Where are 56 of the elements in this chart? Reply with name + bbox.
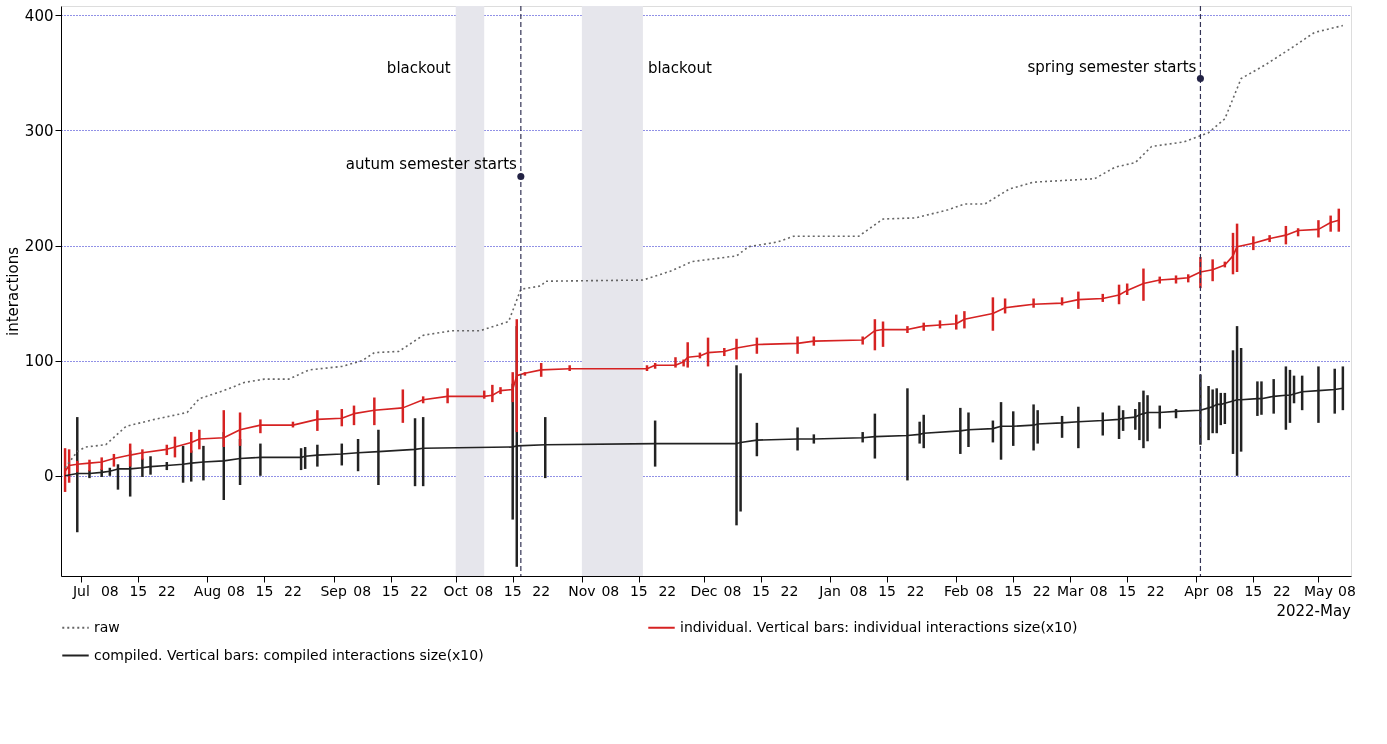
x-tick-label: 22 bbox=[532, 583, 551, 599]
x-tick-label: 15 bbox=[255, 583, 274, 599]
x-tick-label: 08 bbox=[475, 583, 494, 599]
band-label: blackout bbox=[647, 59, 712, 77]
x-tick-label: 08 bbox=[1338, 583, 1356, 599]
x-tick-label: 08 bbox=[100, 583, 119, 599]
x-tick-label: Apr bbox=[1184, 583, 1209, 599]
legend-label: raw bbox=[94, 618, 120, 635]
annotation: autum semester starts bbox=[345, 155, 518, 174]
x-tick-label: 15 bbox=[878, 583, 896, 599]
x-tick-label: 08 bbox=[353, 583, 372, 599]
legend-label: compiled. Vertical bars: compiled interactions size(x10) bbox=[94, 646, 484, 663]
x-tick-label: 22 bbox=[780, 583, 799, 599]
x-tick-label: 22 bbox=[1032, 583, 1051, 599]
x-tick-label: 08 bbox=[975, 583, 994, 599]
band-label: blackout bbox=[386, 59, 451, 77]
x-tick-label: Oct bbox=[443, 583, 469, 599]
x-tick-label: 08 bbox=[849, 583, 868, 599]
x-tick-label: 08 bbox=[601, 583, 620, 599]
x-tick-label: 22 bbox=[658, 583, 677, 599]
x-tick-label: 08 bbox=[723, 583, 742, 599]
x-tick-label: 22 bbox=[1272, 583, 1291, 599]
y-tick-label: 0 bbox=[43, 467, 54, 486]
x-tick-label: 15 bbox=[629, 583, 648, 599]
y-tick-label: 400 bbox=[24, 6, 54, 25]
x-tick-label: 08 bbox=[1089, 583, 1108, 599]
x-tick-label: 15 bbox=[1244, 583, 1263, 599]
y-tick-label: 300 bbox=[24, 121, 54, 140]
x-tick-label: 08 bbox=[227, 583, 245, 599]
y-axis-title: interactions bbox=[3, 246, 22, 336]
x-tick-label: 22 bbox=[906, 583, 925, 599]
x-tick-label: Aug bbox=[193, 583, 222, 599]
x-tick-label: 15 bbox=[503, 583, 522, 599]
x-tick-label: 22 bbox=[410, 583, 429, 599]
x-tick-label: Sep bbox=[320, 583, 347, 599]
annotation: spring semester starts bbox=[1027, 57, 1197, 76]
y-tick-label: 100 bbox=[24, 352, 54, 371]
x-tick-label: 15 bbox=[1004, 583, 1023, 599]
x-tick-label: 22 bbox=[157, 583, 176, 599]
x-tick-label: Feb bbox=[943, 583, 969, 599]
x-tick-label: 08 bbox=[1215, 583, 1234, 599]
x-tick-label: Jul bbox=[71, 583, 90, 599]
x-tick-label: Nov bbox=[568, 583, 596, 599]
y-tick-label: 200 bbox=[24, 237, 54, 256]
x-tick-label: 22 bbox=[284, 583, 302, 599]
x-tick-label: 22 bbox=[1146, 583, 1165, 599]
x-tick-label: 15 bbox=[129, 583, 148, 599]
x-tick-label: Mar bbox=[1057, 583, 1084, 599]
text: 2022-May bbox=[1276, 602, 1352, 620]
legend-label: individual. Vertical bars: individual interactions size(x10) bbox=[680, 618, 1078, 635]
x-tick-label: Jan bbox=[818, 583, 841, 599]
x-tick-label: 15 bbox=[752, 583, 770, 599]
x-tick-label: 15 bbox=[381, 583, 400, 599]
x-tick-label: 15 bbox=[1118, 583, 1137, 599]
x-tick-label: Dec bbox=[690, 583, 718, 599]
x-tick-label: May bbox=[1303, 583, 1333, 599]
